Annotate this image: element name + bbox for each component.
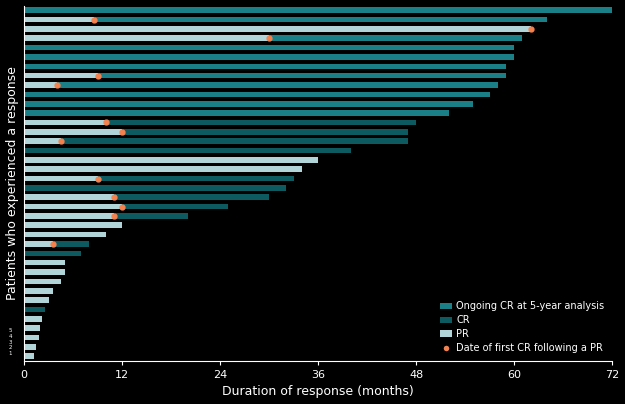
Bar: [122, 129, 408, 135]
Bar: [24, 138, 61, 144]
Bar: [24, 223, 122, 228]
Bar: [269, 36, 522, 41]
Bar: [94, 17, 547, 22]
Bar: [24, 354, 34, 359]
Bar: [24, 36, 269, 41]
Bar: [24, 82, 57, 88]
Bar: [24, 73, 98, 78]
Bar: [24, 157, 318, 163]
Bar: [24, 269, 65, 275]
Bar: [114, 194, 269, 200]
Bar: [24, 7, 612, 13]
Bar: [24, 279, 61, 284]
Bar: [24, 92, 490, 97]
Bar: [24, 129, 122, 135]
Bar: [24, 166, 302, 172]
Bar: [24, 204, 122, 209]
Bar: [24, 101, 473, 107]
Bar: [24, 344, 36, 349]
Bar: [61, 138, 408, 144]
Bar: [24, 232, 106, 238]
Bar: [24, 120, 106, 125]
Bar: [24, 213, 114, 219]
Bar: [114, 213, 188, 219]
Bar: [98, 176, 294, 181]
Bar: [106, 120, 416, 125]
Text: 5
4
3
2
1: 5 4 3 2 1: [8, 328, 12, 356]
Bar: [24, 26, 531, 32]
Bar: [52, 241, 89, 247]
Bar: [122, 204, 228, 209]
Bar: [24, 297, 49, 303]
Bar: [24, 185, 286, 191]
Legend: Ongoing CR at 5-year analysis, CR, PR, Date of first CR following a PR: Ongoing CR at 5-year analysis, CR, PR, D…: [437, 299, 608, 356]
X-axis label: Duration of response (months): Duration of response (months): [222, 385, 414, 398]
Bar: [98, 73, 506, 78]
Bar: [24, 194, 114, 200]
Bar: [24, 176, 98, 181]
Bar: [24, 250, 81, 256]
Bar: [24, 148, 351, 153]
Bar: [24, 63, 506, 69]
Bar: [24, 241, 52, 247]
Bar: [24, 288, 52, 294]
Y-axis label: Patients who experienced a response: Patients who experienced a response: [6, 66, 19, 300]
Bar: [24, 17, 94, 22]
Bar: [24, 335, 39, 340]
Bar: [24, 54, 514, 60]
Bar: [57, 82, 498, 88]
Bar: [24, 260, 65, 265]
Bar: [24, 307, 44, 312]
Bar: [24, 45, 514, 50]
Bar: [24, 325, 41, 331]
Bar: [24, 316, 42, 322]
Bar: [24, 110, 449, 116]
